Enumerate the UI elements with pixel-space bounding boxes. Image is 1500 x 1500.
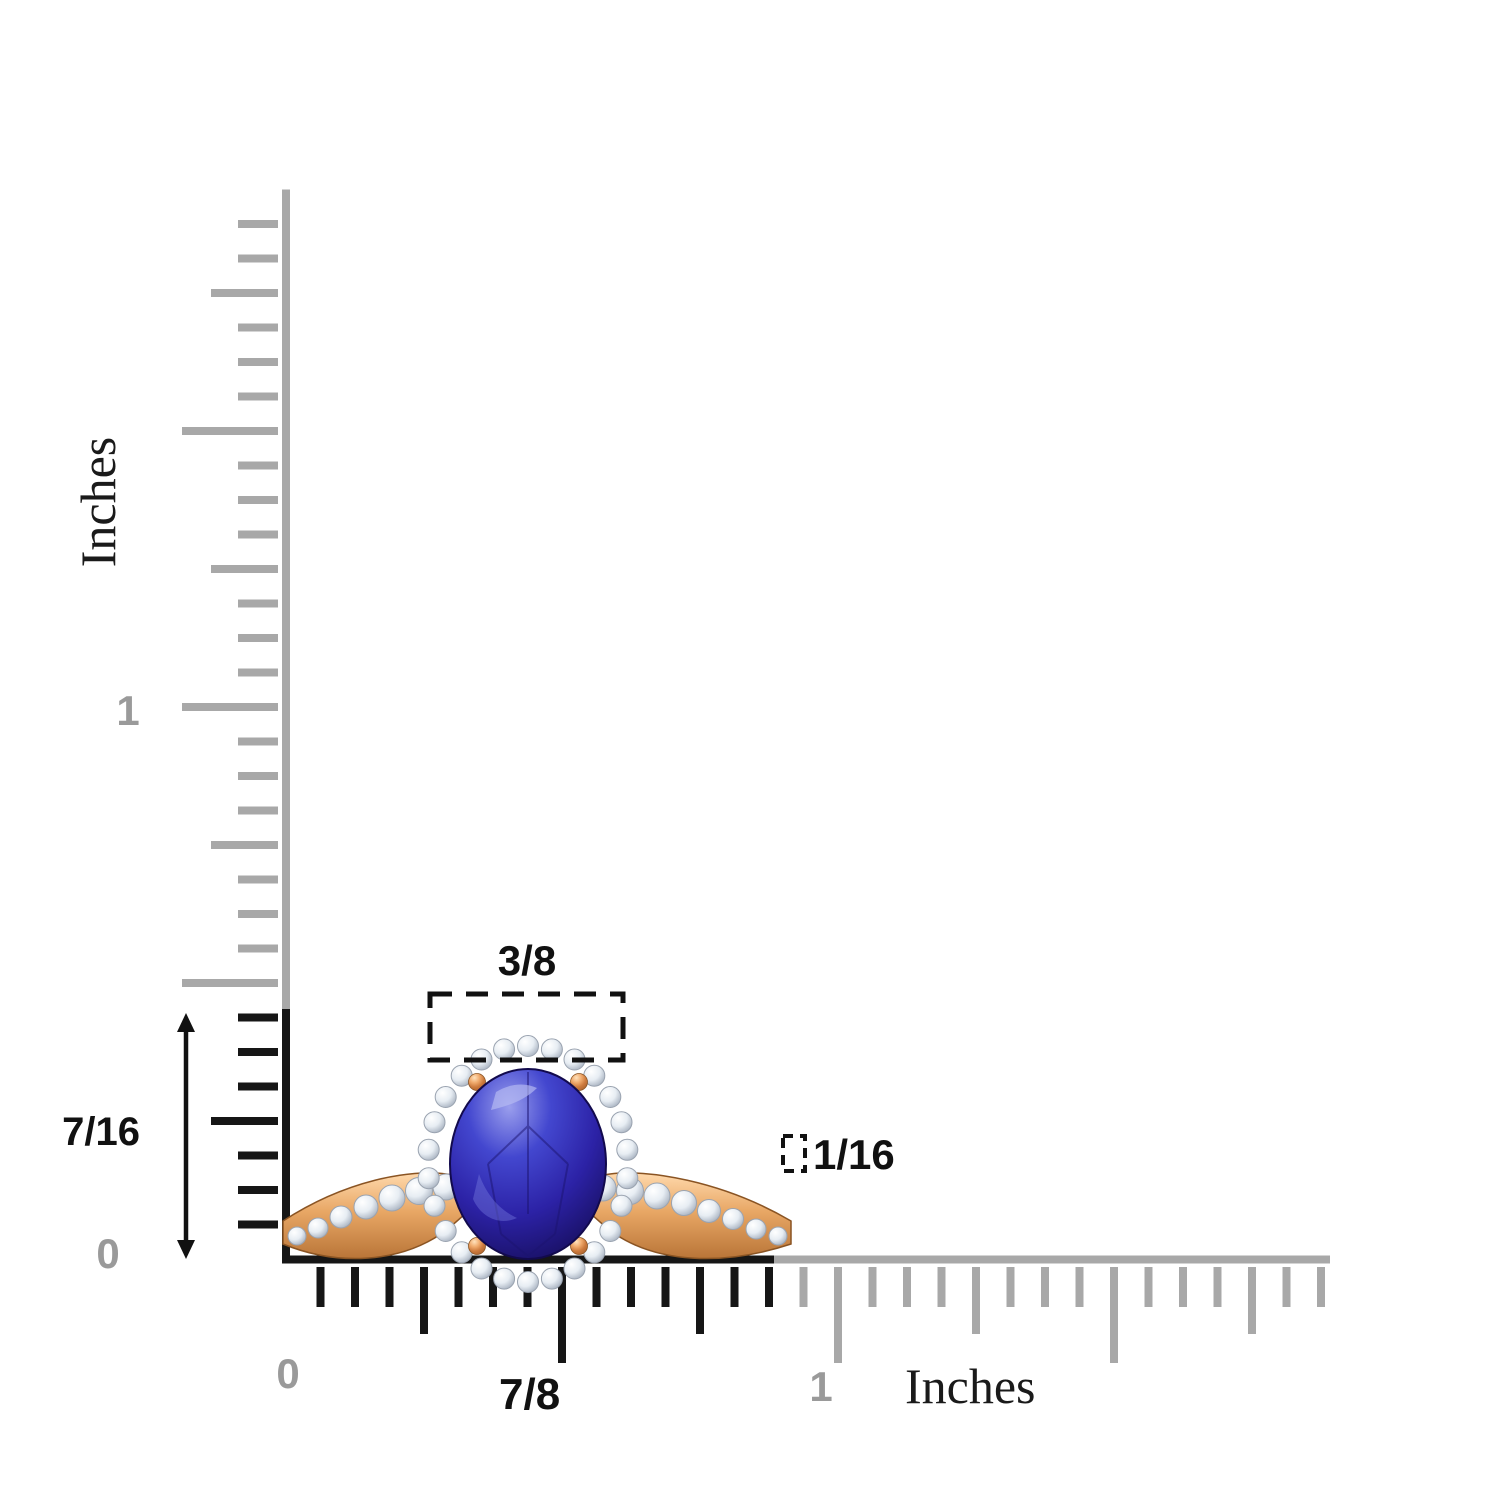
svg-text:Inches: Inches [905,1358,1036,1414]
svg-text:1/16: 1/16 [813,1131,895,1178]
svg-text:0: 0 [276,1350,299,1397]
svg-text:Inches: Inches [70,437,126,568]
svg-text:1: 1 [809,1363,832,1410]
svg-text:0: 0 [96,1230,119,1277]
svg-text:7/8: 7/8 [499,1370,560,1419]
svg-text:7/16: 7/16 [62,1110,140,1154]
svg-text:3/8: 3/8 [498,937,556,984]
svg-text:1: 1 [116,687,139,734]
